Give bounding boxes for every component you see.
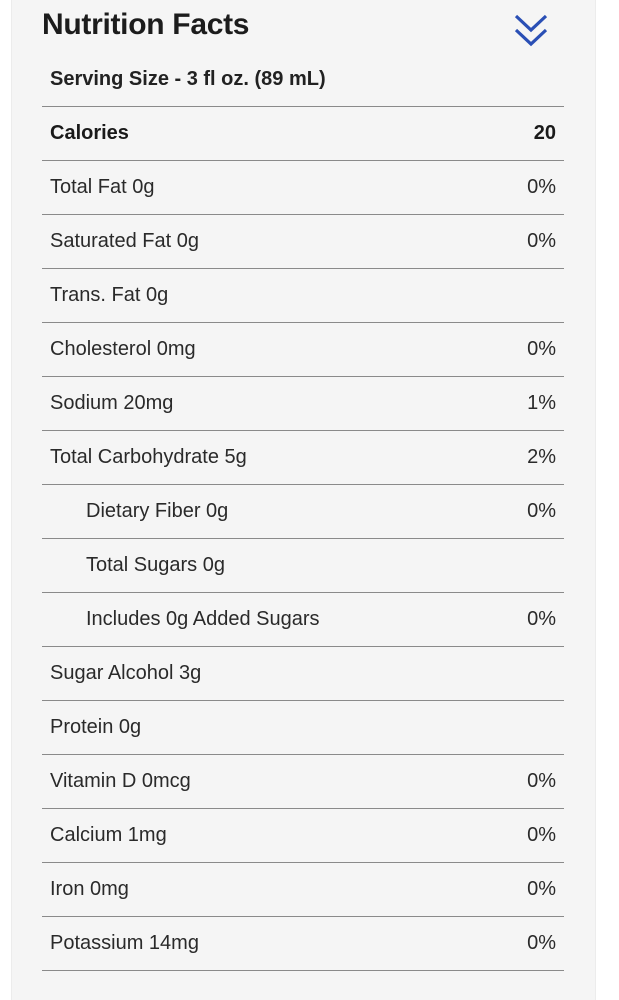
nutrient-label: Protein 0g — [50, 716, 142, 738]
nutrient-row: Calcium 1mg 0% — [42, 809, 564, 863]
nutrient-label: Iron 0mg — [50, 878, 129, 900]
nutrient-value: 0% — [527, 770, 556, 792]
collapse-toggle-button[interactable] — [513, 12, 549, 50]
nutrient-label: Total Sugars 0g — [86, 554, 225, 576]
nutrient-row: Saturated Fat 0g 0% — [42, 215, 564, 269]
nutrient-label: Calories — [50, 122, 129, 144]
nutrient-label: Calcium 1mg — [50, 824, 167, 846]
nutrient-label: Potassium 14mg — [50, 932, 199, 954]
nutrient-row: Calories 20 — [42, 107, 564, 161]
nutrient-value: 2% — [527, 446, 556, 468]
nutrient-value: 1% — [527, 392, 556, 414]
nutrient-label: Cholesterol 0mg — [50, 338, 196, 360]
nutrient-label: Total Carbohydrate 5g — [50, 446, 247, 468]
nutrient-row: Sodium 20mg 1% — [42, 377, 564, 431]
double-chevron-down-icon — [514, 14, 548, 47]
nutrient-value: 0% — [527, 878, 556, 900]
nutrient-label: Trans. Fat 0g — [50, 284, 169, 306]
nutrient-row: Total Fat 0g 0% — [42, 161, 564, 215]
nutrient-row: Cholesterol 0mg 0% — [42, 323, 564, 377]
nutrient-label: Sodium 20mg — [50, 392, 174, 414]
panel-title: Nutrition Facts — [42, 8, 250, 41]
nutrition-facts-panel — [11, 0, 596, 1000]
nutrient-row: Sugar Alcohol 3g — [42, 647, 564, 701]
nutrient-value: 0% — [527, 824, 556, 846]
nutrient-label: Vitamin D 0mcg — [50, 770, 191, 792]
nutrient-table: Calories 20 Total Fat 0g 0% Saturated Fat 0g… — [42, 106, 564, 971]
nutrient-label: Saturated Fat 0g — [50, 230, 199, 252]
nutrient-label: Dietary Fiber 0g — [86, 500, 229, 522]
nutrient-row: Iron 0mg 0% — [42, 863, 564, 917]
nutrient-label: Sugar Alcohol 3g — [50, 662, 202, 684]
nutrient-value: 0% — [527, 230, 556, 252]
nutrient-row: Includes 0g Added Sugars 0% — [42, 593, 564, 647]
nutrient-value: 0% — [527, 608, 556, 630]
serving-size: Serving Size - 3 fl oz. (89 mL) — [50, 68, 326, 90]
nutrient-value: 20 — [533, 122, 556, 144]
nutrient-label: Total Fat 0g — [50, 176, 155, 198]
nutrient-value: 0% — [527, 338, 556, 360]
nutrient-value: 0% — [527, 176, 556, 198]
nutrient-value: 0% — [527, 500, 556, 522]
nutrient-row: Vitamin D 0mcg 0% — [42, 755, 564, 809]
nutrient-value: 0% — [527, 932, 556, 954]
nutrient-row: Dietary Fiber 0g 0% — [42, 485, 564, 539]
nutrient-row: Potassium 14mg 0% — [42, 917, 564, 971]
nutrient-row: Total Carbohydrate 5g 2% — [42, 431, 564, 485]
nutrient-row: Protein 0g — [42, 701, 564, 755]
nutrient-label: Includes 0g Added Sugars — [86, 608, 320, 630]
nutrient-row: Trans. Fat 0g — [42, 269, 564, 323]
nutrient-row: Total Sugars 0g — [42, 539, 564, 593]
